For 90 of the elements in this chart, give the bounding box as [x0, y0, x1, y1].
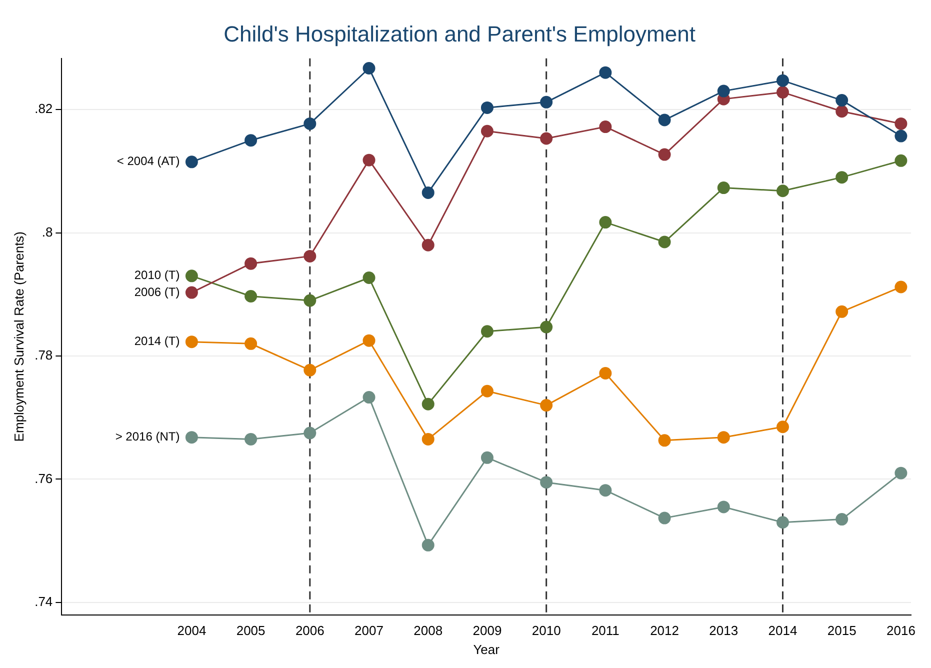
- point: [244, 337, 258, 350]
- point: [422, 186, 434, 199]
- point: [244, 257, 258, 270]
- point: [836, 105, 848, 118]
- point: [776, 86, 789, 99]
- point: [304, 364, 316, 376]
- point: [658, 434, 671, 447]
- x-tick-label: 2005: [236, 623, 266, 638]
- x-tick-label: 2015: [827, 623, 856, 638]
- x-tick-label: 2012: [650, 623, 679, 638]
- point: [540, 476, 553, 489]
- point: [836, 513, 848, 526]
- point: [244, 290, 258, 302]
- point: [304, 426, 316, 440]
- point: [599, 484, 612, 497]
- point: [540, 320, 553, 334]
- x-tick-label: 2011: [591, 623, 620, 638]
- point: [244, 432, 258, 446]
- x-tick-label: 2007: [354, 623, 384, 638]
- chart-title: Child's Hospitalization and Parent's Employment: [224, 21, 696, 46]
- series-label: 2010 (T): [134, 268, 180, 282]
- point: [422, 538, 434, 552]
- point: [658, 236, 671, 248]
- point: [540, 96, 553, 108]
- point: [362, 391, 376, 404]
- point: [836, 171, 848, 184]
- point: [776, 516, 789, 529]
- point: [599, 216, 612, 229]
- point: [362, 154, 376, 166]
- point: [776, 74, 789, 87]
- x-tick-label: 2014: [768, 623, 798, 638]
- point: [658, 114, 671, 126]
- series-label: > 2016 (NT): [115, 430, 180, 444]
- point: [776, 184, 789, 198]
- point: [304, 294, 316, 307]
- point: [244, 134, 258, 147]
- point: [185, 431, 198, 444]
- y-tick-label: .74: [34, 594, 53, 610]
- point: [894, 466, 908, 480]
- point: [658, 512, 671, 524]
- point: [776, 420, 789, 434]
- x-tick-label: 2006: [295, 623, 324, 638]
- y-tick-label: .76: [34, 470, 53, 486]
- point: [480, 384, 494, 398]
- point: [480, 451, 494, 464]
- series-label: 2006 (T): [134, 284, 180, 299]
- point: [894, 154, 908, 167]
- series-label: < 2004 (AT): [116, 154, 180, 168]
- point: [185, 336, 198, 348]
- point: [540, 132, 553, 145]
- x-tick-label: 2004: [177, 623, 206, 638]
- series-label: 2014 (T): [134, 334, 180, 348]
- point: [717, 182, 730, 194]
- point: [185, 286, 198, 299]
- point: [422, 238, 434, 252]
- point: [894, 280, 908, 294]
- x-tick-label: 2010: [532, 623, 561, 638]
- point: [304, 250, 316, 262]
- point: [480, 124, 494, 138]
- point: [717, 431, 730, 444]
- point: [422, 398, 434, 410]
- x-tick-label: 2013: [709, 623, 738, 638]
- point: [894, 130, 908, 142]
- point: [362, 272, 376, 284]
- point: [599, 120, 612, 134]
- x-axis-title: Year: [473, 642, 500, 657]
- point: [717, 500, 730, 514]
- point: [658, 148, 671, 161]
- point: [836, 94, 848, 107]
- point: [540, 399, 553, 412]
- y-tick-label: .78: [34, 348, 53, 363]
- point: [185, 156, 198, 168]
- point: [185, 270, 198, 282]
- point: [362, 62, 376, 75]
- y-tick-label: .82: [34, 101, 53, 116]
- point: [362, 334, 376, 347]
- x-tick-label: 2009: [472, 623, 502, 638]
- x-tick-label: 2008: [414, 623, 443, 638]
- point: [599, 367, 612, 380]
- y-axis-title: Employment Survival Rate (Parents): [11, 231, 26, 442]
- x-tick-label: 2016: [886, 623, 916, 638]
- point: [480, 325, 494, 338]
- point: [599, 66, 612, 79]
- point: [480, 101, 494, 114]
- point: [836, 305, 848, 318]
- point: [717, 84, 730, 98]
- y-tick-label: .8: [42, 224, 53, 240]
- point: [304, 117, 316, 130]
- point: [894, 117, 908, 130]
- point: [422, 432, 434, 446]
